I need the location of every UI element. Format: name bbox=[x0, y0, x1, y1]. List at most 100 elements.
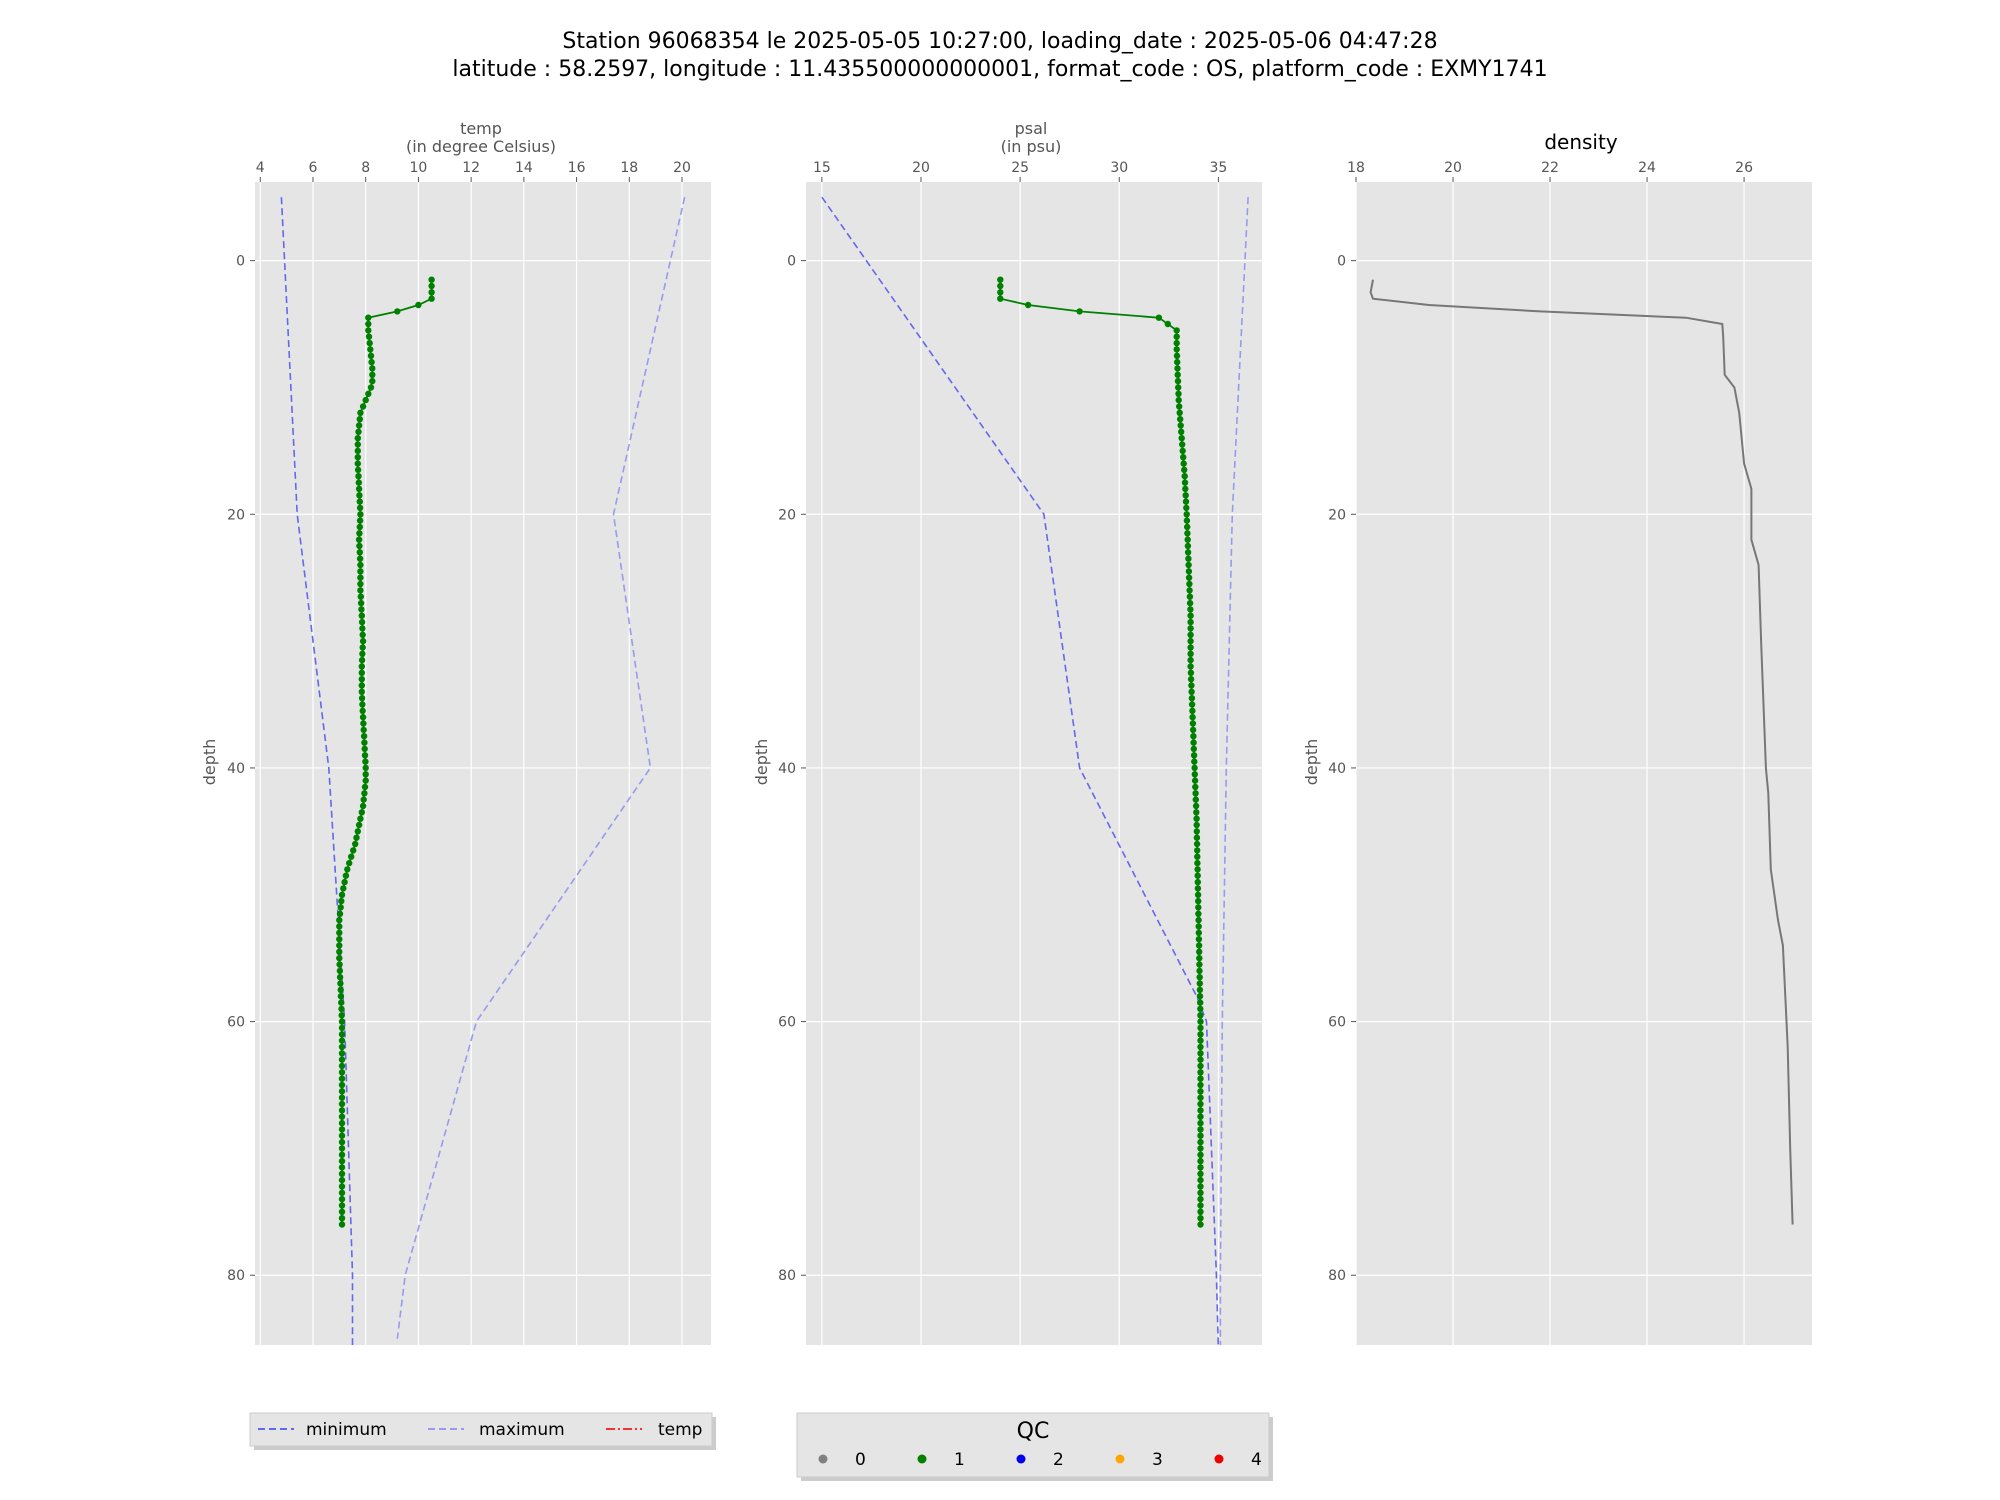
temp-qc1-point bbox=[356, 498, 363, 505]
temp-qc1-point bbox=[415, 301, 422, 309]
temp-qc1-point bbox=[358, 656, 366, 664]
temp-qc1-point bbox=[356, 549, 363, 556]
psal-qc1-point bbox=[1188, 682, 1195, 689]
density-x-tick-label: 22 bbox=[1541, 160, 1559, 176]
psal-qc1-point bbox=[1196, 986, 1204, 994]
temp-qc1-point bbox=[359, 701, 366, 708]
temp-qc1-point bbox=[338, 1208, 346, 1216]
psal-qc1-point bbox=[1180, 460, 1187, 467]
psal-qc1-point bbox=[1196, 961, 1203, 968]
temp-qc1-point bbox=[358, 663, 365, 670]
psal-qc1-point bbox=[1181, 479, 1189, 486]
psal-qc1-point bbox=[1194, 847, 1201, 854]
density-x-tick-label: 26 bbox=[1735, 160, 1753, 176]
qc-3-marker bbox=[1115, 1454, 1125, 1464]
temp-y-tick-label: 20 bbox=[227, 507, 245, 523]
temp-qc1-point bbox=[359, 631, 366, 638]
temp-qc1-point bbox=[360, 720, 367, 727]
temp-qc1-point bbox=[338, 1037, 346, 1044]
psal-qc1-point bbox=[1173, 333, 1180, 340]
psal-qc1-point bbox=[1178, 435, 1185, 442]
temp-qc1-point bbox=[365, 314, 372, 321]
psal-axis-title-line1: psal bbox=[1015, 119, 1048, 138]
legend-maximum-label: maximum bbox=[479, 1420, 565, 1440]
temp-qc1-point bbox=[338, 1075, 346, 1082]
temp-qc1-point bbox=[338, 1088, 346, 1095]
temp-qc1-point bbox=[356, 504, 364, 512]
temp-qc1-point bbox=[338, 1126, 346, 1133]
temp-qc1-point bbox=[354, 435, 361, 442]
psal-qc1-point bbox=[1181, 466, 1188, 474]
psal-qc1-point bbox=[1197, 1037, 1204, 1044]
psal-y-tick-label: 20 bbox=[778, 507, 796, 523]
psal-qc1-point bbox=[1194, 885, 1202, 892]
temp-qc1-point bbox=[336, 961, 343, 968]
temp-qc1-point bbox=[338, 1215, 346, 1222]
temp-qc1-point bbox=[338, 1050, 346, 1057]
temp-y-tick-label: 40 bbox=[227, 761, 245, 777]
temp-axis-title-line2: (in degree Celsius) bbox=[406, 137, 556, 156]
temp-qc1-point bbox=[338, 1024, 346, 1032]
psal-qc1-point bbox=[1180, 454, 1187, 461]
psal-qc1-point bbox=[1195, 929, 1203, 936]
density-profile-line bbox=[1369, 279, 1794, 1225]
psal-qc1-point bbox=[1191, 764, 1198, 772]
psal-qc1-point bbox=[1191, 777, 1199, 784]
temp-qc1-point bbox=[338, 1151, 346, 1159]
qc-4-marker bbox=[1214, 1454, 1224, 1464]
psal-qc1-point bbox=[1184, 530, 1191, 537]
temp-qc1-point bbox=[356, 416, 363, 423]
psal-qc1-point bbox=[1197, 1043, 1204, 1051]
psal-qc1-point bbox=[1164, 320, 1172, 328]
temp-qc1-point bbox=[348, 853, 355, 860]
psal-qc1-point bbox=[1182, 485, 1189, 493]
qc-1-label: 1 bbox=[954, 1450, 965, 1470]
temp-qc1-point bbox=[359, 802, 367, 810]
psal-qc1-point bbox=[1076, 308, 1083, 315]
temp-qc1-point bbox=[359, 714, 367, 721]
temp-qc1-point bbox=[354, 447, 361, 455]
psal-qc1-point bbox=[1193, 840, 1201, 848]
psal-qc1-point bbox=[1182, 492, 1189, 499]
temp-qc1-point bbox=[355, 428, 362, 435]
temp-qc1-point bbox=[338, 1031, 346, 1038]
psal-qc1-point bbox=[1184, 523, 1191, 531]
psal-qc1-point bbox=[1187, 644, 1194, 651]
temp-qc1-point bbox=[354, 466, 362, 474]
qc-0-marker bbox=[818, 1454, 828, 1464]
temp-x-tick-label: 8 bbox=[361, 160, 370, 176]
psal-qc1-point bbox=[1175, 390, 1182, 397]
temp-qc1-point bbox=[357, 587, 364, 594]
psal-qc1-point bbox=[1190, 752, 1198, 759]
temp-qc1-point bbox=[356, 517, 364, 524]
temp-qc1-point bbox=[338, 1056, 346, 1063]
temp-qc1-point bbox=[358, 618, 366, 626]
psal-qc1-point bbox=[1186, 599, 1194, 607]
psal-qc1-point bbox=[1197, 1132, 1204, 1139]
psal-qc1-point bbox=[1197, 1100, 1204, 1108]
temp-qc1-point bbox=[336, 974, 344, 981]
temp-qc1-point bbox=[336, 955, 343, 962]
psal-qc1-point bbox=[1197, 999, 1204, 1006]
temp-qc1-point bbox=[338, 1221, 346, 1228]
temp-maximum-line bbox=[396, 197, 686, 1339]
series-legend-box bbox=[249, 1412, 713, 1447]
temp-qc1-point bbox=[341, 878, 348, 886]
series-legend: minimum maximum temp bbox=[249, 1412, 716, 1450]
temp-qc1-point bbox=[365, 327, 372, 334]
psal-qc1-point bbox=[1197, 1202, 1204, 1209]
psal-qc1-point bbox=[1193, 834, 1201, 841]
psal-qc1-point bbox=[997, 276, 1004, 283]
temp-qc1-point bbox=[355, 821, 363, 829]
psal-qc1-point bbox=[1196, 955, 1203, 962]
temp-qc1-point bbox=[358, 695, 366, 702]
temp-qc1-point bbox=[344, 866, 351, 873]
temp-qc1-point bbox=[361, 783, 369, 791]
density-y-tick-label: 60 bbox=[1328, 1015, 1346, 1031]
temp-qc1-point bbox=[338, 1113, 346, 1120]
psal-qc1-point bbox=[1197, 1075, 1204, 1082]
temp-qc1-point bbox=[336, 936, 343, 943]
psal-qc1-point bbox=[1195, 936, 1203, 943]
temp-qc1-point bbox=[336, 923, 343, 930]
psal-qc1-point bbox=[1187, 606, 1194, 613]
